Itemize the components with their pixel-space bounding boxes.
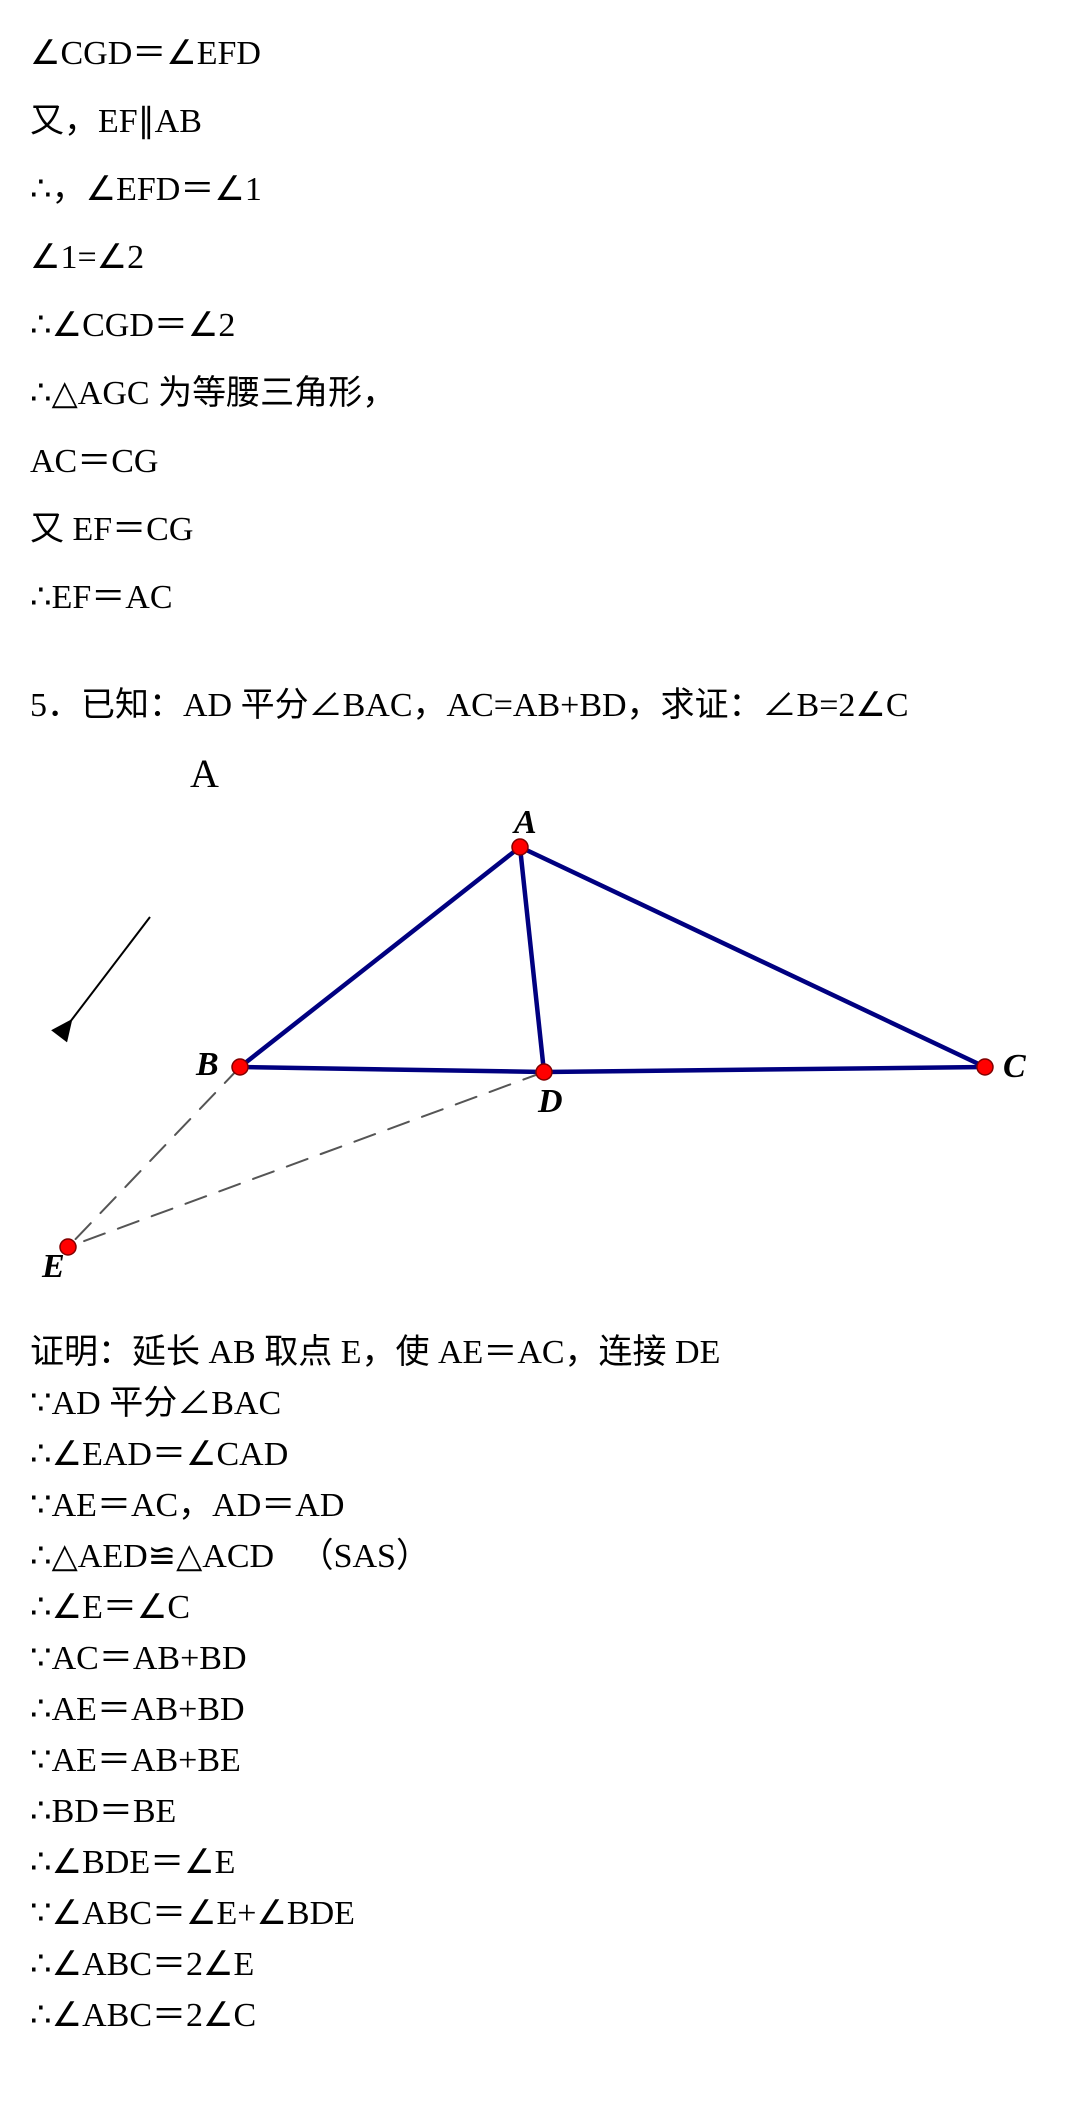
problem5-stem: 5．已知：AD 平分∠BAC，AC=AB+BD，求证：∠B=2∠C <box>30 672 1050 740</box>
svg-text:D: D <box>537 1083 563 1120</box>
proof2-line-5: ∴∠E＝∠C <box>30 1582 1050 1633</box>
svg-text:C: C <box>1003 1048 1026 1085</box>
proof2-line-7: ∴AE＝AB+BD <box>30 1684 1050 1735</box>
proof2-line-3: ∵AE＝AC，AD＝AD <box>30 1480 1050 1531</box>
proof1-line-4: ∠1=∠2 <box>30 224 1050 292</box>
proof2-line-1: ∵AD 平分∠BAC <box>30 1378 1050 1429</box>
proof2-line-8: ∵AE＝AB+BE <box>30 1735 1050 1786</box>
proof1-line-2: 又，EF∥AB <box>30 88 1050 156</box>
proof2-header: 证明：延长 AB 取点 E，使 AE＝AC，连接 DE <box>30 1327 1050 1378</box>
proof1-line-7: AC＝CG <box>30 428 1050 496</box>
geometry-diagram: A B D C E <box>30 787 1050 1307</box>
proof1-line-8: 又 EF＝CG <box>30 496 1050 564</box>
svg-text:B: B <box>195 1046 219 1083</box>
proof1-line-5: ∴∠CGD＝∠2 <box>30 292 1050 360</box>
svg-text:E: E <box>41 1248 65 1285</box>
proof2-line-12: ∴∠ABC＝2∠E <box>30 1939 1050 1990</box>
geometry-svg: A B D C E <box>30 787 1050 1307</box>
proof2-line-9: ∴BD＝BE <box>30 1786 1050 1837</box>
proof2-line-10: ∴∠BDE＝∠E <box>30 1837 1050 1888</box>
proof2-line-13: ∴∠ABC＝2∠C <box>30 1990 1050 2041</box>
proof1-line-9: ∴EF＝AC <box>30 564 1050 632</box>
proof2-line-11: ∵∠ABC＝∠E+∠BDE <box>30 1888 1050 1939</box>
proof1-line-1: ∠CGD＝∠EFD <box>30 20 1050 88</box>
svg-text:A: A <box>512 804 537 841</box>
proof2-line-2: ∴∠EAD＝∠CAD <box>30 1429 1050 1480</box>
proof2-line-4: ∴△AED≌△ACD （SAS） <box>30 1531 1050 1582</box>
proof2-line-6: ∵AC＝AB+BD <box>30 1633 1050 1684</box>
proof1-line-3: ∴，∠EFD＝∠1 <box>30 156 1050 224</box>
proof1-line-6: ∴△AGC 为等腰三角形， <box>30 360 1050 428</box>
